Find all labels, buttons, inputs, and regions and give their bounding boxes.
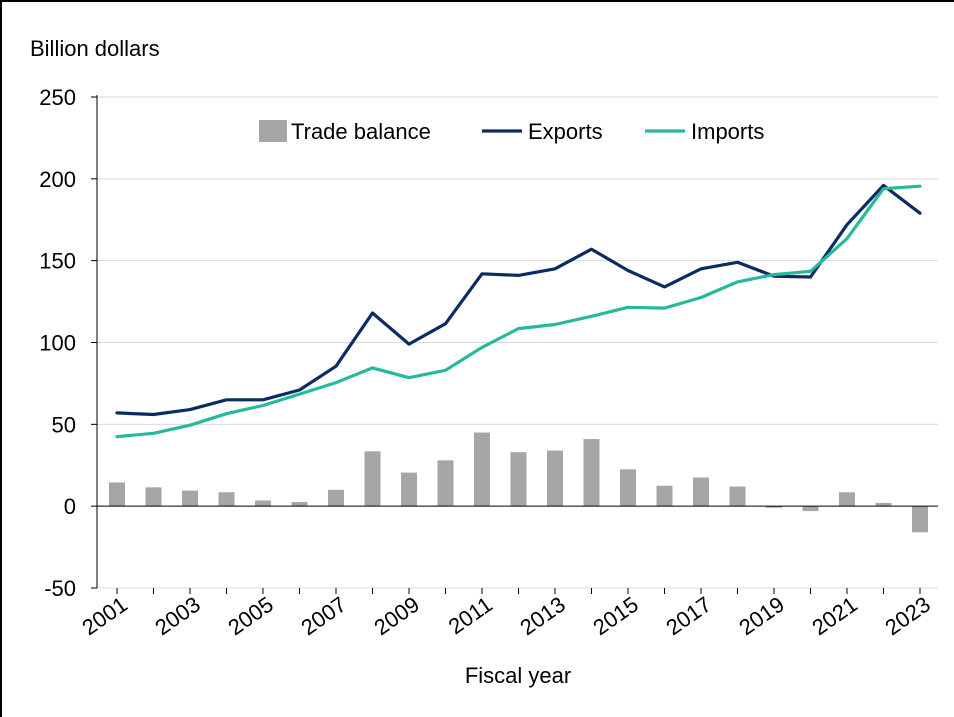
line-exports	[115, 183, 922, 417]
bar-trade-balance	[109, 482, 125, 507]
y-tick-label: 250	[39, 85, 76, 110]
x-tick-labels: 2001 2003 2005 2007 2009 2011 2013 2015 2017 2019…	[77, 592, 934, 641]
legend-swatch	[259, 120, 287, 142]
bar-trade-balance	[656, 485, 673, 507]
legend-item-trade-balance: Trade balance	[259, 119, 431, 144]
bar-trade-balance	[766, 506, 782, 508]
legend-label: Imports	[691, 119, 764, 144]
bar-trade-balance	[328, 489, 344, 507]
x-tick-label: 2005	[223, 592, 277, 641]
y-tick-label: 200	[39, 167, 76, 192]
bar-trade-balance	[693, 477, 709, 507]
x-tick-label: 2017	[661, 592, 715, 641]
legend-label: Trade balance	[291, 119, 431, 144]
x-tick-label: 2013	[515, 592, 569, 641]
x-tick-label: 2021	[807, 592, 861, 641]
y-tick-labels: -50 0 50 100 150 200 250	[39, 85, 76, 601]
bar-trade-balance	[255, 500, 271, 507]
legend: Trade balance Exports Imports	[259, 119, 764, 144]
x-tick-label: 2015	[588, 592, 642, 641]
axes	[91, 95, 938, 594]
gridlines	[97, 96, 938, 589]
line-series	[115, 183, 922, 439]
x-tick-label: 2011	[444, 592, 497, 640]
bar-trade-balance	[729, 486, 746, 507]
x-tick-label: 2003	[150, 592, 204, 641]
y-tick-label: -50	[44, 576, 76, 601]
legend-label: Exports	[528, 119, 603, 144]
x-tick-label: 2019	[734, 592, 788, 641]
bar-trade-balance	[474, 432, 490, 507]
x-axis-title: Fiscal year	[465, 663, 571, 688]
y-tick-label: 50	[52, 412, 76, 437]
bar-trade-balance	[510, 452, 527, 507]
y-axis-title: Billion dollars	[30, 36, 160, 61]
x-tick-label: 2023	[880, 592, 934, 641]
bar-series	[109, 432, 928, 533]
line-imports	[115, 184, 922, 439]
y-tick-label: 150	[39, 249, 76, 274]
x-tick-label: 2001	[77, 592, 131, 641]
bar-trade-balance	[218, 492, 235, 507]
legend-item-imports: Imports	[645, 119, 764, 144]
bar-trade-balance	[182, 490, 198, 507]
bar-trade-balance	[145, 487, 162, 507]
bar-trade-balance	[912, 506, 928, 533]
legend-item-exports: Exports	[482, 119, 603, 144]
bar-trade-balance	[291, 502, 308, 507]
bar-trade-balance	[802, 506, 819, 512]
bar-trade-balance	[839, 492, 855, 507]
bar-trade-balance	[401, 472, 417, 507]
x-tick-label: 2009	[369, 592, 423, 641]
y-tick-label: 100	[39, 331, 76, 356]
bar-trade-balance	[547, 450, 563, 507]
x-tick-label: 2007	[296, 592, 350, 641]
bar-trade-balance	[364, 451, 381, 507]
y-tick-label: 0	[64, 494, 76, 519]
bar-trade-balance	[875, 502, 892, 507]
bar-trade-balance	[437, 460, 454, 507]
bar-trade-balance	[620, 469, 636, 507]
bar-trade-balance	[583, 439, 600, 507]
